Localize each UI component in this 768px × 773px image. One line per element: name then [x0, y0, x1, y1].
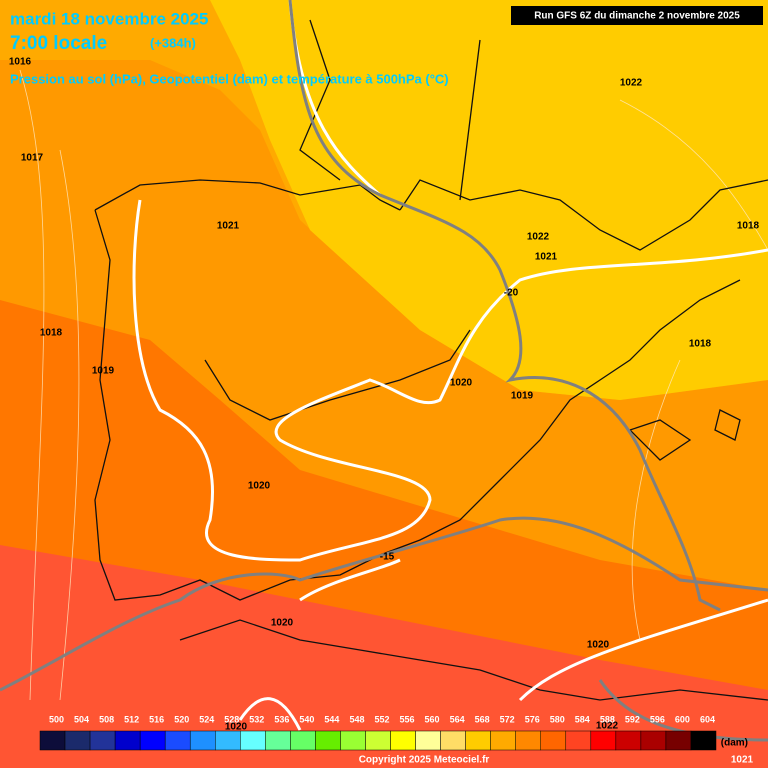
map-label: 1022 [620, 78, 643, 89]
legend-label: 552 [374, 714, 389, 724]
legend-label: 524 [199, 714, 214, 724]
legend-swatch [64, 730, 91, 751]
legend-swatch [265, 730, 291, 751]
isotherm [0, 0, 768, 742]
legend-swatch [139, 730, 166, 751]
run-info: Run GFS 6Z du dimanche 2 novembre 2025 [534, 11, 740, 22]
legend-label: 588 [600, 714, 615, 724]
legend-unit: (dam) [721, 738, 748, 749]
legend-label: 548 [349, 714, 364, 724]
legend-label: 564 [450, 714, 465, 724]
legend-swatch [89, 730, 116, 751]
legend-swatch [615, 730, 642, 751]
legend-label: 600 [675, 714, 690, 724]
legend-label: 560 [425, 714, 440, 724]
legend-swatch [690, 730, 717, 751]
map-label: 1018 [737, 221, 760, 232]
legend-swatch [215, 730, 241, 751]
legend-swatch [114, 730, 141, 751]
subtitle: Pression au sol (hPa), Geopotentiel (dam… [10, 71, 449, 86]
legend-label: 568 [475, 714, 490, 724]
map-label: -20 [504, 288, 519, 299]
legend-swatch [415, 730, 441, 751]
legend-swatch [590, 730, 617, 751]
legend-label: 572 [500, 714, 515, 724]
legend-label: 516 [149, 714, 164, 724]
time: 7:00 locale [10, 33, 107, 54]
legend-label: 520 [174, 714, 189, 724]
legend-swatch [164, 730, 191, 751]
legend-label: 512 [124, 714, 139, 724]
legend-swatch [465, 730, 491, 751]
legend-label: 500 [49, 714, 64, 724]
legend-swatch [189, 730, 216, 751]
map-label: 1021 [217, 221, 240, 232]
lead-time: (+384h) [150, 35, 196, 50]
legend-swatch [665, 730, 692, 751]
band-yellow [210, 0, 768, 400]
isobar-thin [19, 69, 768, 701]
legend-swatch [440, 730, 466, 751]
copyright: Copyright 2025 Meteociel.fr [359, 755, 490, 766]
legend-swatch [39, 730, 66, 751]
map-label: 1020 [248, 481, 271, 492]
map-label: 1020 [450, 378, 473, 389]
map-label: -15 [380, 552, 395, 563]
map-label: 1020 [225, 722, 248, 733]
map-label: 1022 [596, 721, 619, 732]
legend-label: 536 [274, 714, 289, 724]
legend-label: 580 [550, 714, 565, 724]
map-label: 1022 [527, 232, 550, 243]
legend-swatch [490, 730, 516, 751]
legend-swatch [340, 730, 366, 751]
legend-label: 556 [400, 714, 415, 724]
isobar [132, 0, 768, 731]
coastline [94, 179, 768, 701]
map-label: 1018 [40, 328, 63, 339]
map-label: 1018 [689, 339, 712, 350]
map-label: 1019 [511, 391, 534, 402]
legend-label: 604 [700, 714, 715, 724]
legend-label: 532 [249, 714, 264, 724]
legend-swatch [540, 730, 567, 751]
corner-label: 1021 [731, 755, 754, 766]
legend-swatch [515, 730, 541, 751]
map-label: 1020 [271, 618, 294, 629]
legend-label: 576 [525, 714, 540, 724]
legend-label: 504 [74, 714, 89, 724]
legend-label: 540 [299, 714, 314, 724]
run-box [511, 6, 763, 25]
title: mardi 18 novembre 2025 [10, 9, 208, 28]
legend-swatch [565, 730, 592, 751]
legend-label: 508 [99, 714, 114, 724]
legend-swatch [290, 730, 316, 751]
legend-label: 584 [575, 714, 590, 724]
map-label: 1020 [587, 640, 610, 651]
legend-swatch [315, 730, 341, 751]
legend-label: 596 [650, 714, 665, 724]
map-label: 1021 [535, 252, 558, 263]
legend-swatch [240, 730, 266, 751]
legend-label: 592 [625, 714, 640, 724]
legend-label: 528 [224, 714, 239, 724]
legend-swatch [640, 730, 667, 751]
map-label: 1016 [9, 57, 32, 68]
legend-swatch [365, 730, 391, 751]
legend-swatch [390, 730, 416, 751]
map-label: 1019 [92, 366, 115, 377]
legend-label: 544 [324, 714, 339, 724]
map-label: 1017 [21, 153, 44, 164]
